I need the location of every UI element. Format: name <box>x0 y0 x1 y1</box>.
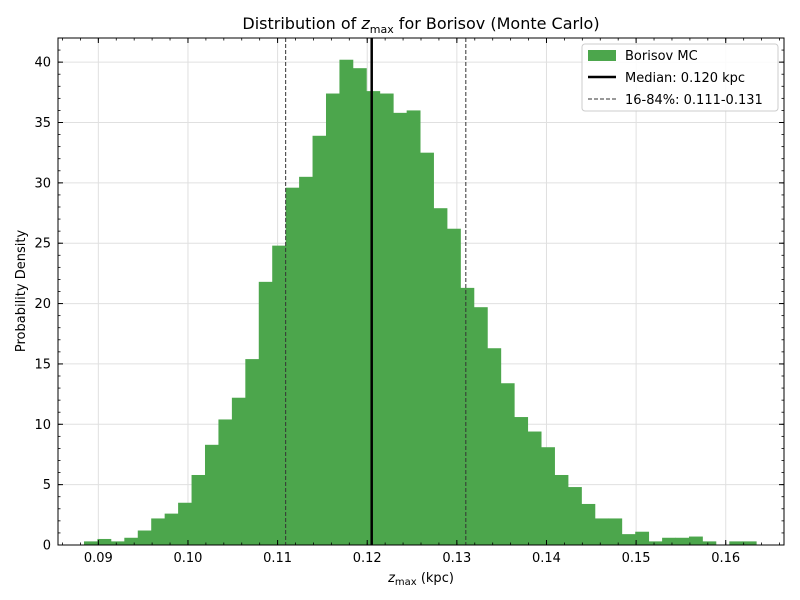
legend-label-median: Median: 0.120 kpc <box>625 71 745 86</box>
histogram-bar <box>554 474 569 545</box>
y-tick-label: 35 <box>34 116 51 131</box>
histogram-bar <box>527 431 542 545</box>
chart-title-symbol: z <box>360 14 370 33</box>
y-tick-label: 15 <box>34 357 51 372</box>
x-tick-label: 0.09 <box>84 551 113 566</box>
histogram-bar <box>500 383 515 545</box>
histogram-bar <box>83 541 98 545</box>
histogram-bar <box>541 447 555 545</box>
x-axis-label-symbol: z <box>387 571 396 586</box>
histogram-bar <box>204 444 219 545</box>
histogram-bar <box>688 536 703 545</box>
x-axis-label: zmax (kpc) <box>387 571 454 588</box>
histogram-bar <box>742 541 757 545</box>
y-tick-label: 20 <box>34 297 51 312</box>
histogram-bar <box>258 281 273 545</box>
legend-label-percentiles: 16-84%: 0.111-0.131 <box>625 93 763 108</box>
histogram-bar <box>137 530 152 545</box>
histogram-bar <box>473 307 488 545</box>
histogram-bar <box>662 537 676 545</box>
legend-label-histogram: Borisov MC <box>625 49 698 64</box>
histogram-bar <box>245 359 260 545</box>
histogram-bar <box>124 537 139 545</box>
histogram-bar <box>339 59 354 545</box>
histogram-bar <box>729 541 744 545</box>
histogram-bar <box>231 397 246 545</box>
tick-layer: 0.09 0.10 0.11 0.12 0.13 0.14 0.15 0.16 0 5 10 15 20… <box>34 37 784 566</box>
histogram-bar <box>567 487 582 545</box>
histogram-bar <box>406 110 421 545</box>
histogram-bar <box>191 474 206 545</box>
histogram-bar <box>325 93 340 546</box>
histogram-bar <box>514 417 529 545</box>
histogram-bar <box>460 287 475 545</box>
histogram-bar <box>178 502 192 545</box>
histogram-bar <box>420 152 434 545</box>
x-axis-label-suffix: (kpc) <box>417 571 454 586</box>
x-axis-label-subscript: max <box>395 577 417 588</box>
legend-box <box>581 43 779 112</box>
histogram-bar <box>581 503 596 545</box>
y-axis-label: Probability Density <box>14 230 29 353</box>
histogram-bar <box>164 513 179 545</box>
histogram-bar <box>675 537 690 545</box>
histogram-bar <box>379 93 394 546</box>
histogram-bar <box>97 538 112 545</box>
histogram-bar <box>285 187 300 545</box>
x-tick-label: 0.11 <box>263 551 292 566</box>
chart-title-subscript: max <box>370 23 394 36</box>
chart-title: Distribution of zmax for Borisov (Monte … <box>242 14 599 36</box>
histogram-bar <box>393 112 408 545</box>
y-tick-label: 30 <box>34 176 51 191</box>
y-tick-label: 25 <box>34 237 51 252</box>
histogram-bar <box>299 176 313 546</box>
histogram-bar <box>608 518 623 545</box>
y-tick-label: 5 <box>43 478 51 493</box>
reference-lines <box>285 38 467 545</box>
histogram-bar <box>648 541 663 545</box>
x-tick-label: 0.12 <box>353 551 382 566</box>
y-tick-label: 40 <box>34 56 51 71</box>
histogram-bar <box>272 245 287 545</box>
histogram-bar <box>702 541 717 545</box>
histogram-bar <box>151 518 166 545</box>
y-tick-label: 10 <box>34 418 51 433</box>
x-tick-label: 0.10 <box>173 551 202 566</box>
histogram-bar <box>218 419 233 545</box>
histogram-bar <box>446 228 461 545</box>
histogram-bar <box>366 91 381 545</box>
y-tick-label: 0 <box>43 539 51 554</box>
histogram-bar <box>621 534 636 545</box>
histogram-bar <box>352 68 367 545</box>
legend: Borisov MC Median: 0.120 kpc 16-84%: 0.1… <box>581 43 779 112</box>
x-tick-label: 0.14 <box>532 551 561 566</box>
x-tick-label: 0.16 <box>711 551 740 566</box>
histogram-bar <box>594 518 609 545</box>
histogram-bars <box>83 59 757 546</box>
chart-title-suffix: for Borisov (Monte Carlo) <box>394 14 600 33</box>
x-tick-label: 0.13 <box>442 551 471 566</box>
histogram-bar <box>110 541 125 545</box>
histogram-bar <box>312 135 327 545</box>
histogram-bar <box>635 531 650 545</box>
x-tick-label: 0.15 <box>622 551 651 566</box>
chart-title-prefix: Distribution of <box>242 14 361 33</box>
histogram-bar <box>487 348 502 545</box>
legend-swatch-histogram <box>588 50 616 61</box>
histogram-bar <box>433 208 448 545</box>
